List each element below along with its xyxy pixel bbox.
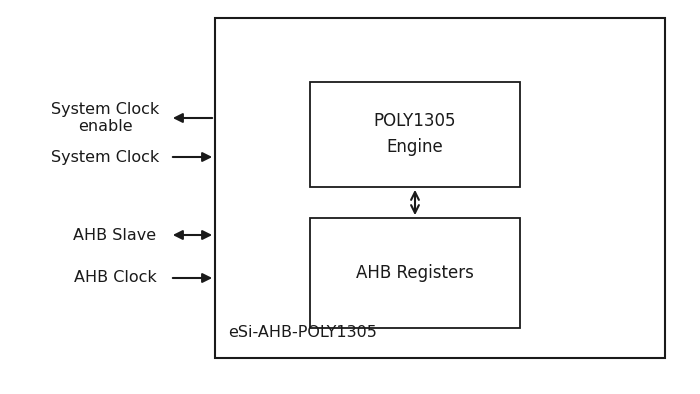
Text: eSi-AHB-POLY1305: eSi-AHB-POLY1305 <box>228 325 377 340</box>
Text: AHB Clock: AHB Clock <box>74 271 156 286</box>
Text: System Clock
enable: System Clock enable <box>51 102 159 134</box>
Text: POLY1305: POLY1305 <box>374 112 456 130</box>
Bar <box>310 82 520 187</box>
Text: AHB Registers: AHB Registers <box>356 264 474 282</box>
Bar <box>310 218 520 328</box>
Text: System Clock: System Clock <box>51 149 159 165</box>
Text: AHB Slave: AHB Slave <box>74 227 157 242</box>
Bar <box>215 18 665 358</box>
Text: Engine: Engine <box>386 138 443 156</box>
